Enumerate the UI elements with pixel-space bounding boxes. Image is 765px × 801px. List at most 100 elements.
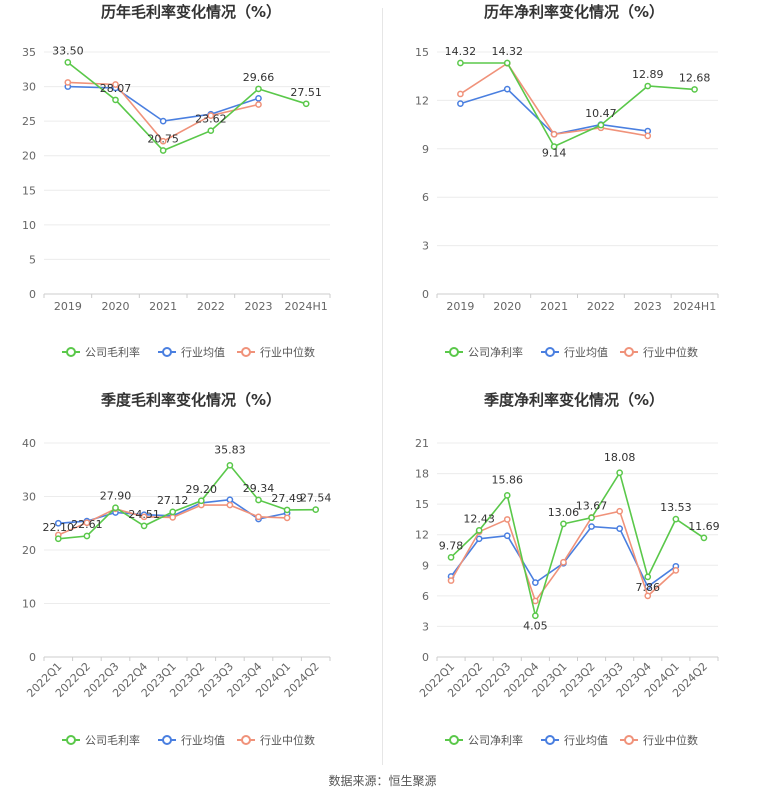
data-point-industry_median: [83, 519, 91, 527]
panel-divider: [382, 8, 383, 765]
data-point-company: [475, 526, 483, 534]
y-tick-label: 18: [415, 468, 429, 481]
data-point-company: [560, 520, 567, 528]
data-point-company: [550, 143, 558, 150]
series-line-company: [58, 464, 316, 540]
x-tick-label: 2020: [493, 300, 521, 313]
data-label: 33.50: [52, 44, 84, 57]
data-point-company: [255, 496, 262, 504]
x-tick-label: 2021: [149, 300, 177, 313]
y-tick-label: 6: [422, 590, 429, 603]
data-point-industry_median: [644, 592, 652, 600]
data-point-company: [503, 492, 511, 499]
legend-label: 行业中位数: [260, 345, 315, 359]
x-tick-label: 2019: [54, 300, 82, 313]
legend-label: 行业均值: [181, 346, 225, 359]
data-label: 14.32: [492, 45, 524, 58]
data-label: 29.34: [243, 482, 275, 495]
legend-swatch-marker: [241, 735, 251, 745]
data-point-industry_avg: [226, 496, 234, 504]
chart-title: 历年毛利率变化情况（%）: [101, 3, 281, 21]
data-label: 9.14: [542, 147, 567, 160]
legend-item-industry_avg: 行业均值: [541, 734, 608, 747]
data-label: 27.54: [300, 492, 332, 505]
y-tick-label: 3: [422, 620, 429, 633]
data-label: 28.07: [100, 82, 132, 95]
legend-item-company: 公司毛利率: [62, 345, 140, 359]
data-point-industry_median: [140, 513, 148, 521]
x-tick-label: 2019: [446, 300, 474, 313]
data-label: 9.78: [439, 539, 464, 552]
y-tick-label: 15: [415, 46, 429, 59]
series-line-industry_avg: [67, 85, 259, 122]
y-tick-label: 6: [422, 191, 429, 204]
data-point-company: [255, 85, 262, 93]
y-tick-label: 9: [422, 559, 429, 572]
chart-title: 季度净利率变化情况（%）: [484, 391, 664, 409]
data-point-industry_avg: [159, 117, 167, 125]
legend-swatch-marker: [162, 735, 172, 745]
data-point-company: [112, 504, 119, 512]
y-tick-label: 0: [422, 651, 429, 664]
data-point-industry_avg: [255, 94, 262, 102]
data-point-industry_avg: [503, 532, 511, 540]
chart-panel-annual-net: 历年净利率变化情况（%） 0 3 6 9 12 15 2019 2020 2021 2022 2023…: [383, 0, 765, 380]
data-point-industry_median: [159, 137, 167, 145]
legend-swatch-marker: [624, 347, 634, 357]
data-label: 29.66: [243, 71, 275, 84]
legend-item-industry_avg: 行业均值: [158, 734, 225, 747]
data-point-industry_avg: [503, 85, 511, 93]
data-label: 15.86: [492, 473, 524, 486]
data-point-company: [64, 59, 72, 66]
y-tick-label: 5: [29, 253, 36, 266]
data-point-company: [644, 82, 652, 90]
data-label: 12.68: [679, 71, 711, 84]
legend-label: 行业中位数: [643, 733, 698, 747]
y-tick-label: 35: [22, 46, 36, 59]
y-tick-label: 30: [22, 491, 36, 504]
y-tick-label: 25: [22, 115, 36, 128]
quarterly-gross-chart: 季度毛利率变化情况（%）0102030402022Q12022Q22022Q32…: [22, 391, 332, 747]
legend-item-company: 公司净利率: [445, 733, 523, 747]
legend-label: 公司净利率: [468, 733, 523, 747]
x-tick-label: 2024H1: [673, 300, 716, 313]
data-label: 4.05: [523, 620, 548, 633]
data-point-industry_median: [64, 79, 72, 86]
data-label: 7.86: [636, 581, 661, 594]
data-label: 20.75: [147, 133, 179, 146]
data-point-industry_median: [112, 81, 119, 88]
data-point-company: [302, 100, 310, 108]
data-point-industry_median: [532, 597, 539, 605]
data-point-industry_median: [550, 130, 558, 138]
data-point-industry_median: [283, 514, 291, 522]
x-tick-label: 2022: [197, 300, 225, 313]
data-label: 22.10: [43, 521, 75, 534]
series-line-company: [460, 62, 695, 148]
x-tick-label: 2021: [540, 300, 568, 313]
legend-item-industry_median: 行业中位数: [620, 733, 698, 747]
data-source-text: 数据来源：恒生聚源: [328, 774, 437, 788]
legend-item-industry_median: 行业中位数: [237, 733, 315, 747]
legend-label: 行业均值: [564, 734, 608, 747]
x-tick-label: 2020: [102, 300, 130, 313]
y-tick-label: 12: [415, 94, 429, 107]
y-tick-label: 0: [29, 651, 36, 664]
chart-panel-quarterly-net: 季度净利率变化情况（%） 0 3 6 9 12 15 18 21 2022Q1 2022Q2 2022…: [383, 388, 765, 768]
data-label: 13.67: [576, 500, 608, 513]
data-point-company: [83, 532, 91, 540]
data-label: 27.51: [290, 86, 322, 99]
data-point-company: [457, 59, 464, 67]
annual-gross-chart: 历年毛利率变化情况（%） 0 5 10 15 20 25 30 35 2019 2020 2021 20…: [22, 3, 331, 359]
data-label: 13.53: [660, 501, 692, 514]
data-point-company: [447, 553, 455, 561]
y-tick-label: 15: [415, 498, 429, 511]
data-label: 12.89: [632, 68, 664, 81]
data-point-company: [140, 522, 148, 530]
legend-swatch-marker: [66, 347, 76, 357]
data-point-company: [644, 573, 652, 581]
data-label: 27.12: [157, 494, 189, 507]
annual-net-chart: 历年净利率变化情况（%） 0 3 6 9 12 15 2019 2020 2021 2022 2023…: [415, 3, 719, 359]
x-tick-label: 2022: [587, 300, 615, 313]
data-point-industry_median: [457, 90, 464, 98]
data-point-industry_avg: [457, 100, 464, 107]
